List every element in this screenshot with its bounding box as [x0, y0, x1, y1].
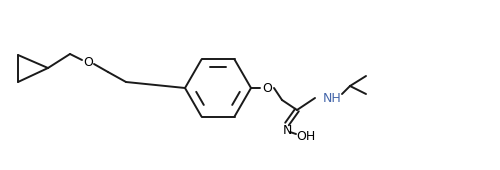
Text: OH: OH: [296, 130, 316, 142]
Text: O: O: [83, 55, 93, 69]
Text: N: N: [282, 124, 292, 138]
Text: O: O: [262, 81, 272, 95]
Text: NH: NH: [322, 91, 342, 105]
